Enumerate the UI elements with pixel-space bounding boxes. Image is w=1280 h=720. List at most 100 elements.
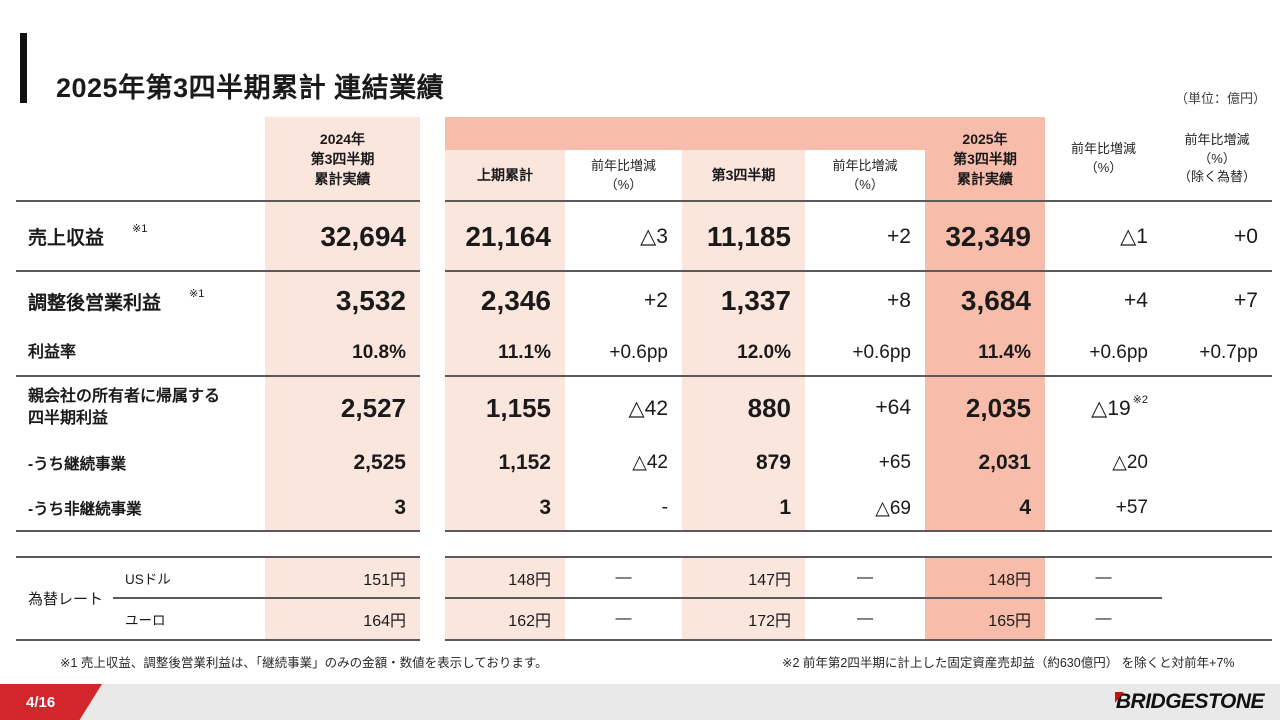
col-header-q3: 第3四半期 xyxy=(711,167,776,184)
cell-disc-2025: 4 xyxy=(1019,496,1031,519)
divider xyxy=(16,556,420,558)
cell-aop-2024: 3,532 xyxy=(335,285,406,316)
header-group-band xyxy=(445,117,1045,150)
row-label: 調整後営業利益 ※1 xyxy=(28,287,205,314)
cell-eur-h1-yoy: — xyxy=(615,609,632,627)
table-row: 調整後営業利益 ※1 3,532 2,346 +2 1,337 +8 3,684… xyxy=(0,272,1280,330)
footnote-1: ※1 売上収益、調整後営業利益は、「継続事業」のみの金額・数値を表示しております… xyxy=(60,656,548,670)
cell-profit-h1-yoy: △42 xyxy=(628,396,668,420)
cell-aop-2025: 3,684 xyxy=(960,285,1031,316)
divider xyxy=(113,597,420,599)
column-fill-q3 xyxy=(682,150,805,531)
cell-margin-q3-yoy: +0.6pp xyxy=(852,341,911,363)
row-label: -うち非継続事業 xyxy=(28,501,142,518)
divider xyxy=(16,375,420,377)
divider xyxy=(445,597,1162,599)
divider xyxy=(445,556,1272,558)
unit-label: （単位：億円） xyxy=(1174,91,1266,106)
cell-eur-2024: 164円 xyxy=(363,612,406,630)
cell-margin-h1: 11.1% xyxy=(498,341,551,363)
cell-margin-q3: 12.0% xyxy=(737,341,791,363)
table-row: 売上収益 ※1 32,694 21,164 △3 11,185 +2 32,34… xyxy=(0,203,1280,270)
cell-disc-q3: 1 xyxy=(779,496,791,519)
divider xyxy=(445,200,1272,202)
page-number: 4/16 xyxy=(26,693,56,711)
divider xyxy=(16,200,420,202)
cell-cont-q3: 879 xyxy=(755,450,791,474)
divider xyxy=(445,639,1272,641)
cell-margin-yoy-exfx: +0.7pp xyxy=(1199,341,1258,363)
cell-profit-yoy: △19 ※2 xyxy=(1091,393,1148,420)
table-row: 親会社の所有者に帰属する 四半期利益 2,527 1,155 △42 880 +… xyxy=(0,377,1280,439)
cell-aop-h1: 2,346 xyxy=(480,285,551,316)
col-header-yoy-exfx: 前年比増減 （%） （除く為替） xyxy=(1177,131,1256,185)
cell-disc-h1-yoy: - xyxy=(661,497,668,518)
cell-profit-yoy-exfx xyxy=(1162,377,1272,439)
cell-revenue-yoy: △1 xyxy=(1120,225,1148,248)
cell-cont-h1-yoy: △42 xyxy=(632,452,668,473)
page-title: 2025年第3四半期累計 連結業績 xyxy=(56,73,445,104)
cell-profit-2024: 2,527 xyxy=(340,392,406,423)
cell-aop-h1-yoy: +2 xyxy=(644,289,668,312)
divider xyxy=(16,639,420,641)
cell-usd-q3-yoy: — xyxy=(857,568,873,586)
cell-disc-2024: 3 xyxy=(394,496,406,519)
cell-margin-2024: 10.8% xyxy=(352,341,406,363)
cell-aop-yoy-exfx: +7 xyxy=(1234,289,1258,312)
cell-usd-h1-yoy: — xyxy=(615,568,632,586)
divider xyxy=(16,530,420,532)
cell-eur-h1: 162円 xyxy=(508,612,551,630)
cell-profit-q3: 880 xyxy=(747,392,791,423)
cell-disc-yoy-exfx xyxy=(1162,486,1272,530)
fx-rate-label: 為替レート xyxy=(28,590,104,608)
cell-cont-q3-yoy: +65 xyxy=(878,451,911,473)
col-header-q3-yoy: 前年比増減 （%） xyxy=(832,157,898,192)
cell-eur-2025: 165円 xyxy=(988,612,1031,630)
cell-profit-h1: 1,155 xyxy=(485,392,551,423)
col-header-firsthalf: 上期累計 xyxy=(477,167,533,184)
divider xyxy=(445,270,1272,272)
cell-cont-2024: 2,525 xyxy=(353,450,406,474)
row-label: 売上収益 ※1 xyxy=(28,223,148,249)
cell-disc-h1: 3 xyxy=(539,496,551,519)
cell-eur-q3-yoy: — xyxy=(857,609,873,627)
cell-disc-yoy: +57 xyxy=(1115,497,1148,518)
cell-revenue-q3: 11,185 xyxy=(706,220,791,252)
col-header-2025: 2025年 第3四半期 累計実績 xyxy=(953,130,1017,188)
row-label: -うち継続事業 xyxy=(28,455,127,473)
cell-usd-yoy-exfx xyxy=(1162,557,1272,598)
cell-revenue-yoy-exfx: +0 xyxy=(1234,224,1258,248)
cell-margin-yoy: +0.6pp xyxy=(1089,341,1148,363)
cell-cont-h1: 1,152 xyxy=(498,450,551,474)
cell-usd-2025: 148円 xyxy=(988,571,1031,589)
col-header-firsthalf-yoy: 前年比増減 （%） xyxy=(590,157,656,192)
cell-eur-q3: 172円 xyxy=(748,612,791,630)
cell-usd-2024: 151円 xyxy=(363,571,406,589)
title-accent-bar xyxy=(20,33,27,103)
cell-cont-2025: 2,031 xyxy=(978,450,1031,474)
cell-profit-2025: 2,035 xyxy=(965,392,1031,423)
column-fill-2024 xyxy=(265,117,420,531)
row-label: 利益率 xyxy=(28,343,77,361)
table-row: 利益率 10.8% 11.1% +0.6pp 12.0% +0.6pp 11.4… xyxy=(0,330,1280,375)
cell-aop-q3-yoy: +8 xyxy=(887,289,911,312)
divider xyxy=(445,375,1272,377)
cell-eur-yoy: — xyxy=(1095,609,1112,627)
row-label: 親会社の所有者に帰属する 四半期利益 xyxy=(28,388,221,427)
cell-usd-yoy: — xyxy=(1095,568,1112,586)
column-fill-firsthalf xyxy=(445,150,565,531)
bridgestone-logo: BRIDGESTONE xyxy=(1114,690,1265,713)
col-header-yoy: 前年比増減 （%） xyxy=(1070,141,1136,175)
col-header-2024: 2024年 第3四半期 累計実績 xyxy=(310,130,375,188)
cell-aop-q3: 1,337 xyxy=(720,285,791,316)
brand-red-triangle-icon xyxy=(1114,692,1124,703)
table-row: -うち非継続事業 3 3 - 1 △69 4 +57 xyxy=(0,486,1280,530)
cell-cont-yoy: △20 xyxy=(1112,452,1148,473)
footnote-ref: ※1 xyxy=(132,223,148,235)
fx-currency-eur: ユーロ xyxy=(125,612,166,628)
footnote-ref: ※2 xyxy=(1132,393,1148,406)
cell-profit-q3-yoy: +64 xyxy=(875,396,911,419)
table-row: -うち継続事業 2,525 1,152 △42 879 +65 2,031 △2… xyxy=(0,439,1280,486)
footnote-ref: ※1 xyxy=(189,287,205,300)
